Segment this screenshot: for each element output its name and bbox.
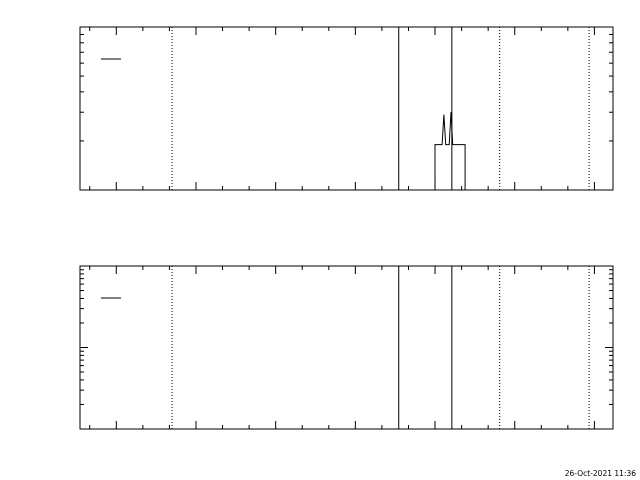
series-line (434, 112, 466, 190)
chart-panel-lo (79, 26, 614, 191)
plots (79, 26, 614, 430)
plot-frame (79, 26, 614, 191)
plot-frame (79, 265, 614, 430)
footer-timestamp: 26-Oct-2021 11:36 (565, 469, 636, 478)
chart-panel-hi (79, 265, 614, 430)
